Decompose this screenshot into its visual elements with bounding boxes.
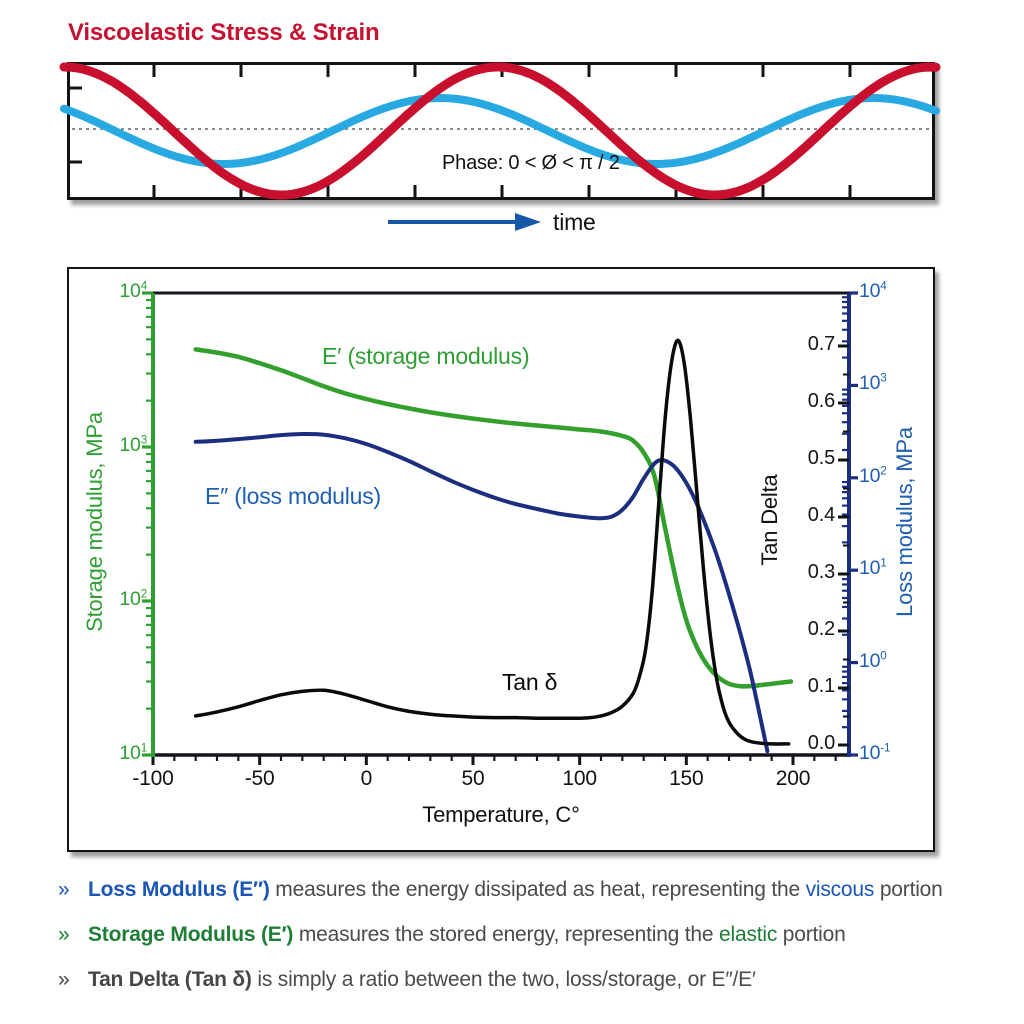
loss-axis-title: Loss modulus, MPa xyxy=(892,427,917,617)
bullet-term: Storage Modulus (E′) xyxy=(88,923,294,946)
stress-strain-wave-chart xyxy=(59,62,941,200)
stress-wave xyxy=(59,62,941,200)
bullet-loss-modulus: » Loss Modulus (E″) measures the energy … xyxy=(58,877,1018,903)
bullet-marker: » xyxy=(58,968,70,991)
tan-delta-curve xyxy=(193,338,791,746)
time-axis: time xyxy=(388,207,596,237)
time-label: time xyxy=(553,208,596,235)
bullet-mid: measures the energy dissipated as heat, … xyxy=(269,878,806,901)
loss-curve-label: E″ (loss modulus) xyxy=(205,483,382,509)
bullet-mid: is simply a ratio between the two, loss/… xyxy=(251,968,756,991)
bullet-storage-modulus: » Storage Modulus (E′) measures the stor… xyxy=(58,922,1018,948)
page-title: Viscoelastic Stress & Strain xyxy=(68,19,380,46)
loss-modulus-curve xyxy=(193,431,770,754)
phase-label: Phase: 0 < Ø < π / 2 xyxy=(442,152,620,174)
dma-chart-panel: -100 -50 0 50 100 150 200 104 103 102 101 104 103 102… xyxy=(67,267,935,852)
time-arrow-icon xyxy=(388,213,541,231)
dma-chart xyxy=(142,291,858,765)
bullet-marker: » xyxy=(58,923,70,946)
bullet-highlight: viscous xyxy=(805,878,875,901)
storage-curve-label: E′ (storage modulus) xyxy=(322,343,530,369)
bullet-text: Loss Modulus (E″) measures the energy di… xyxy=(88,877,943,903)
bullet-term: Loss Modulus (E″) xyxy=(88,878,270,901)
bullet-highlight: elastic xyxy=(719,923,778,946)
bullet-tail: portion xyxy=(777,923,846,946)
bullet-mid: measures the stored energy, representing… xyxy=(293,923,720,946)
bullet-marker: » xyxy=(58,878,70,901)
bullet-term: Tan Delta (Tan δ) xyxy=(88,968,252,991)
bullet-text: Storage Modulus (E′) measures the stored… xyxy=(88,922,846,948)
tan-delta-curve-label: Tan δ xyxy=(502,669,558,695)
storage-axis-title: Storage modulus, MPa xyxy=(82,412,107,632)
key-points: » Loss Modulus (E″) measures the energy … xyxy=(58,877,1018,1012)
storage-modulus-curve xyxy=(193,347,794,689)
tan-delta-axis-title: Tan Delta xyxy=(757,474,782,566)
wave-panel: Phase: 0 < Ø < π / 2 xyxy=(59,62,941,200)
bullet-tail: portion xyxy=(874,878,943,901)
bullet-tan-delta: » Tan Delta (Tan δ) is simply a ratio be… xyxy=(58,967,1018,993)
x-axis-title: Temperature, C° xyxy=(422,802,580,827)
bullet-text: Tan Delta (Tan δ) is simply a ratio betw… xyxy=(88,967,756,993)
